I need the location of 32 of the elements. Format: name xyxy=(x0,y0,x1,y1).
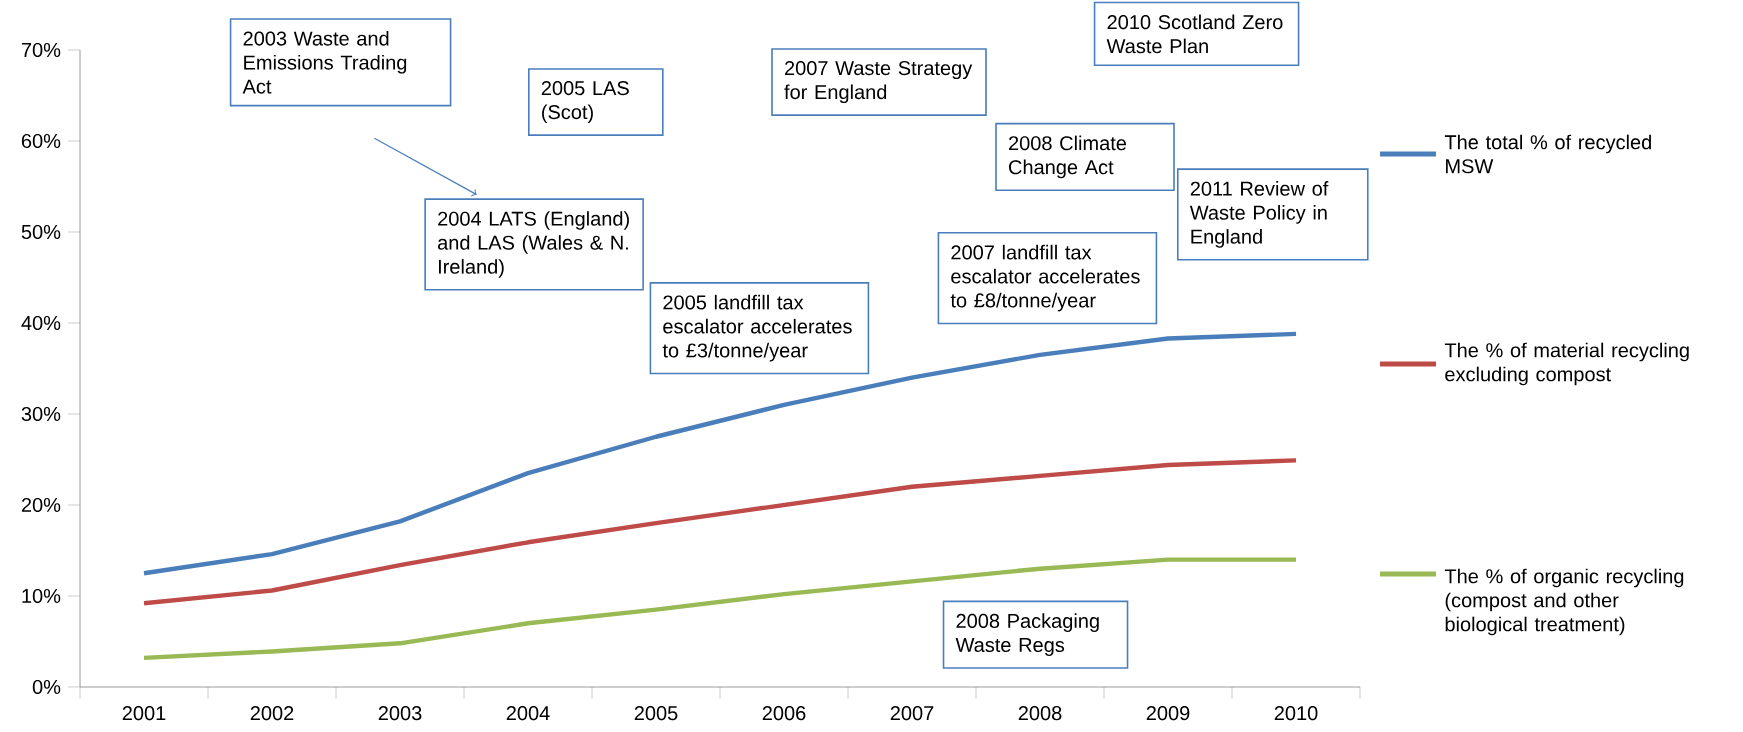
annotation: 2008 Climate Change Act xyxy=(1009,135,1127,179)
legend-label: The % of organic recycling (compost and other biological treatment) xyxy=(1444,568,1684,636)
y-tick-label: 60% xyxy=(21,133,61,149)
annotation: 2005 LAS (Scot) xyxy=(541,81,629,124)
x-tick-label: 2002 xyxy=(250,706,294,721)
x-tick-label: 2005 xyxy=(634,706,678,721)
y-tick-label: 20% xyxy=(21,497,61,513)
y-tick-label: 40% xyxy=(21,315,61,331)
x-tick-label: 2007 xyxy=(890,706,934,721)
y-tick-label: 0% xyxy=(32,679,61,695)
legend-label: The % of material recycling excluding compost xyxy=(1444,342,1689,386)
annotation: 2007 landfill tax escalator accelerates to £8/tonne/year xyxy=(950,244,1140,312)
y-tick-label: 70% xyxy=(21,42,61,58)
line-series xyxy=(141,557,1299,661)
y-tick-label: 50% xyxy=(21,224,61,240)
y-tick-label: 30% xyxy=(21,406,61,422)
y-tick-label: 10% xyxy=(22,588,61,604)
x-tick-label: 2010 xyxy=(1274,706,1318,721)
annotation: 2003 Waste and Emissions Trading Act xyxy=(242,30,407,94)
x-tick-label: 2006 xyxy=(762,706,806,721)
legend-label: The total % of recycled MSW xyxy=(1444,134,1651,174)
annotation: 2008 Packaging Waste Regs xyxy=(955,613,1099,656)
annotation: 2010 Scotland Zero Waste Plan xyxy=(1106,14,1283,54)
x-tick-label: 2003 xyxy=(378,706,422,721)
x-tick-label: 2004 xyxy=(506,706,550,721)
annotation: 2011 Review of Waste Policy in England xyxy=(1189,181,1329,248)
x-tick-label: 2009 xyxy=(1146,706,1190,721)
x-tick-label: 2008 xyxy=(1018,706,1062,721)
x-tick-label: 2001 xyxy=(122,706,166,721)
annotation: 2005 landfill tax escalator accelerates to £3/tonne/year xyxy=(662,294,852,362)
annotation: 2007 Waste Strategy for England xyxy=(784,60,973,104)
annotation: 2004 LATS (England) and LAS (Wales & N. Ireland) xyxy=(437,211,629,278)
